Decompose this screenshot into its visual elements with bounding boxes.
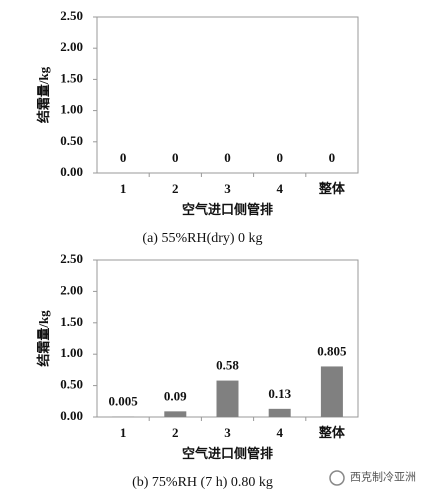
- plot-frame: [96, 16, 359, 174]
- value-label: 0: [224, 150, 231, 165]
- y-tick-label: 1.00: [60, 102, 83, 117]
- x-tick-label: 整体: [318, 181, 346, 196]
- value-label: 0: [172, 150, 179, 165]
- value-label: 0.005: [108, 394, 138, 409]
- x-tick-label: 3: [224, 181, 231, 196]
- x-tick-label: 2: [172, 425, 179, 440]
- y-axis-label: 结霜量/kg: [36, 310, 51, 367]
- y-tick-label: 0.00: [60, 408, 83, 423]
- y-tick-label: 1.00: [60, 345, 83, 360]
- x-tick-label: 3: [224, 425, 231, 440]
- value-label: 0: [120, 150, 127, 165]
- value-label: 0.805: [317, 343, 347, 358]
- y-tick-label: 0.50: [60, 133, 83, 148]
- y-tick-label: 2.00: [60, 282, 83, 297]
- x-axis-label: 空气进口侧管排: [182, 202, 273, 217]
- x-tick-label: 1: [120, 425, 127, 440]
- x-tick-label: 4: [276, 425, 283, 440]
- y-tick-label: 2.00: [60, 39, 83, 54]
- bar: [216, 380, 239, 417]
- x-tick-label: 2: [172, 181, 179, 196]
- y-tick-label: 1.50: [60, 314, 83, 329]
- value-label: 0.13: [268, 386, 291, 401]
- caption: (a) 55%RH(dry) 0 kg: [142, 231, 262, 246]
- y-tick-label: 2.50: [60, 8, 83, 23]
- value-label: 0.58: [216, 358, 239, 373]
- watermark: 西克制冷亚洲: [350, 471, 416, 484]
- bar: [320, 366, 343, 417]
- y-tick-label: 0.00: [60, 164, 83, 179]
- caption: (b) 75%RH (7 h) 0.80 kg: [132, 475, 273, 490]
- value-label: 0.09: [164, 388, 187, 403]
- y-tick-label: 2.50: [60, 251, 83, 266]
- y-axis-label: 结霜量/kg: [36, 66, 51, 123]
- bar: [164, 411, 187, 417]
- y-tick-label: 0.50: [60, 377, 83, 392]
- x-tick-label: 整体: [318, 425, 346, 440]
- value-label: 0: [276, 150, 283, 165]
- y-tick-label: 1.50: [60, 70, 83, 85]
- bar: [268, 408, 291, 417]
- x-tick-label: 4: [276, 181, 283, 196]
- value-label: 0: [329, 150, 336, 165]
- watermark-icon: [329, 470, 345, 486]
- x-tick-label: 1: [120, 181, 127, 196]
- x-axis-label: 空气进口侧管排: [182, 446, 273, 461]
